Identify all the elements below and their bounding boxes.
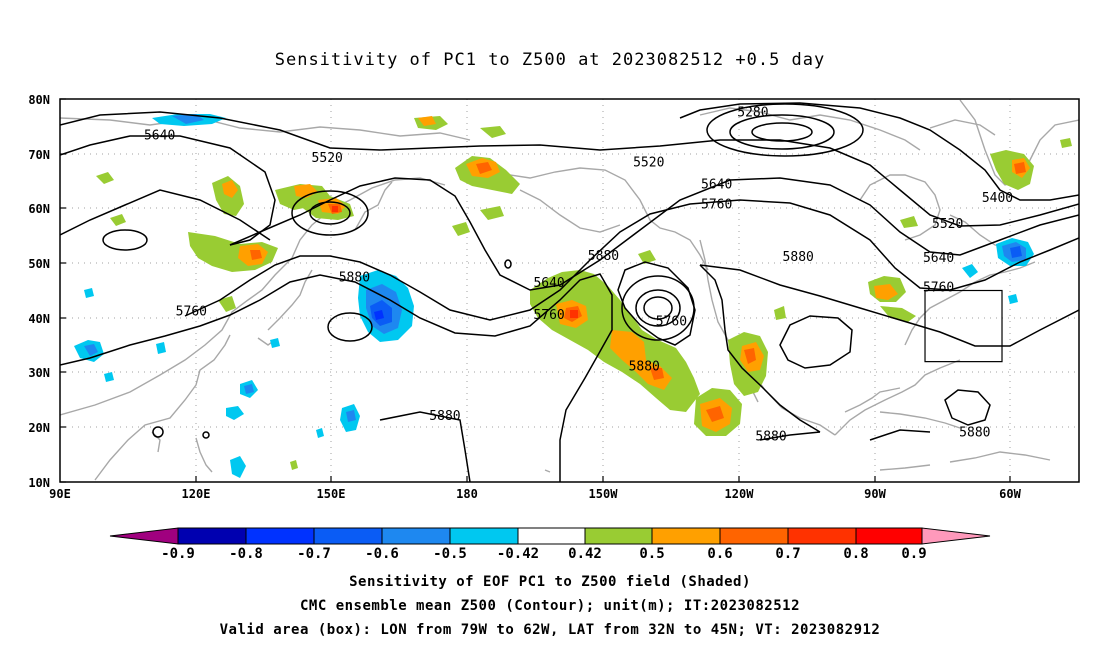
- contour-label: 5880: [783, 250, 814, 265]
- contour-label: 5520: [932, 217, 963, 232]
- footer-line-3: Valid area (box): LON from 79W to 62W, L…: [219, 622, 881, 638]
- colorbar-label: -0.9: [161, 546, 195, 562]
- contour-label: 5280: [737, 106, 768, 121]
- colorbar-segment: [651, 527, 721, 545]
- latitude-labels: 80N 70N 60N 50N 40N 30N 20N 10N: [28, 93, 50, 490]
- colorbar-right-arrow: [921, 527, 991, 545]
- contour-labels: 5280 5400 5520 5520 5520 5640 5640 5640 5640 5760…: [144, 106, 1013, 445]
- colorbar-segment: [449, 527, 519, 545]
- map-border: [59, 98, 1080, 483]
- colorbar-segment: [381, 527, 451, 545]
- contour-label: 5880: [629, 359, 660, 374]
- contour-label: 5520: [633, 155, 664, 170]
- colorbar-segment: [787, 527, 857, 545]
- colorbar-label: -0.5: [433, 546, 467, 562]
- lat-label: 10N: [28, 476, 50, 490]
- contour-label: 5640: [144, 128, 175, 143]
- contour-label: 5520: [312, 151, 343, 166]
- contour-label: 5880: [588, 249, 619, 264]
- colorbar-segment: [855, 527, 923, 545]
- colorbar-label: 0.9: [901, 546, 926, 562]
- contour-label: 5880: [339, 271, 370, 286]
- lon-label: 90W: [864, 487, 886, 501]
- contour-label: 5880: [429, 409, 460, 424]
- colorbar-label: 0.6: [707, 546, 732, 562]
- contour-label: 5880: [755, 429, 786, 444]
- contour-label: 5760: [176, 305, 207, 320]
- lat-label: 70N: [28, 148, 50, 162]
- contour-label: 5880: [959, 426, 990, 441]
- lat-label: 80N: [28, 93, 50, 107]
- colorbar-label: -0.6: [365, 546, 399, 562]
- colorbar-segment: [584, 527, 653, 545]
- lon-label: 60W: [999, 487, 1021, 501]
- contour-label: 5760: [656, 315, 687, 330]
- colorbar-label: 0.8: [843, 546, 868, 562]
- lat-label: 30N: [28, 366, 50, 380]
- z500-contours: [60, 102, 1079, 482]
- footer-line-2: CMC ensemble mean Z500 (Contour); unit(m…: [299, 598, 800, 614]
- footer-line-1: Sensitivity of EOF PC1 to Z500 field (Sh…: [349, 574, 751, 590]
- axis-ticks: [60, 98, 1011, 483]
- contour-label: 5640: [923, 251, 954, 266]
- contour-label: 5760: [533, 308, 564, 323]
- valid-area-box: [924, 289, 1003, 363]
- colorbar-segment: [313, 527, 383, 545]
- colorbar-label: 0.5: [639, 546, 664, 562]
- lat-label: 50N: [28, 257, 50, 271]
- lon-label: 150E: [317, 487, 346, 501]
- colorbar-segment: [719, 527, 789, 545]
- colorbar-label: -0.42: [497, 546, 539, 562]
- colorbar-segment: [517, 527, 586, 545]
- colorbar-label: -0.8: [229, 546, 263, 562]
- colorbar-segment: [245, 527, 315, 545]
- lon-label: 120W: [725, 487, 755, 501]
- lon-label: 90E: [49, 487, 71, 501]
- colorbar-label: 0.7: [775, 546, 800, 562]
- colorbar-left-arrow: [109, 527, 179, 545]
- colorbar-segment: [177, 527, 247, 545]
- lon-label: 120E: [182, 487, 211, 501]
- contour-label: 5640: [533, 276, 564, 291]
- lon-label: 150W: [589, 487, 619, 501]
- lat-label: 20N: [28, 421, 50, 435]
- sensitivity-shading: [74, 114, 1072, 478]
- colorbar-label: -0.7: [297, 546, 331, 562]
- lat-label: 40N: [28, 312, 50, 326]
- contour-label: 5760: [923, 281, 954, 296]
- lat-label: 60N: [28, 202, 50, 216]
- colorbar: -0.9 -0.8 -0.7 -0.6 -0.5 -0.42 0.42 0.5 …: [109, 527, 991, 562]
- longitude-labels: 90E 120E 150E 180 150W 120W 90W 60W: [49, 487, 1021, 501]
- lon-label: 180: [456, 487, 478, 501]
- contour-label: 5760: [701, 197, 732, 212]
- contour-label: 5400: [982, 191, 1013, 206]
- colorbar-label: 0.42: [568, 546, 602, 562]
- plot-title: Sensitivity of PC1 to Z500 at 2023082512…: [274, 50, 826, 70]
- contour-label: 5640: [701, 178, 732, 193]
